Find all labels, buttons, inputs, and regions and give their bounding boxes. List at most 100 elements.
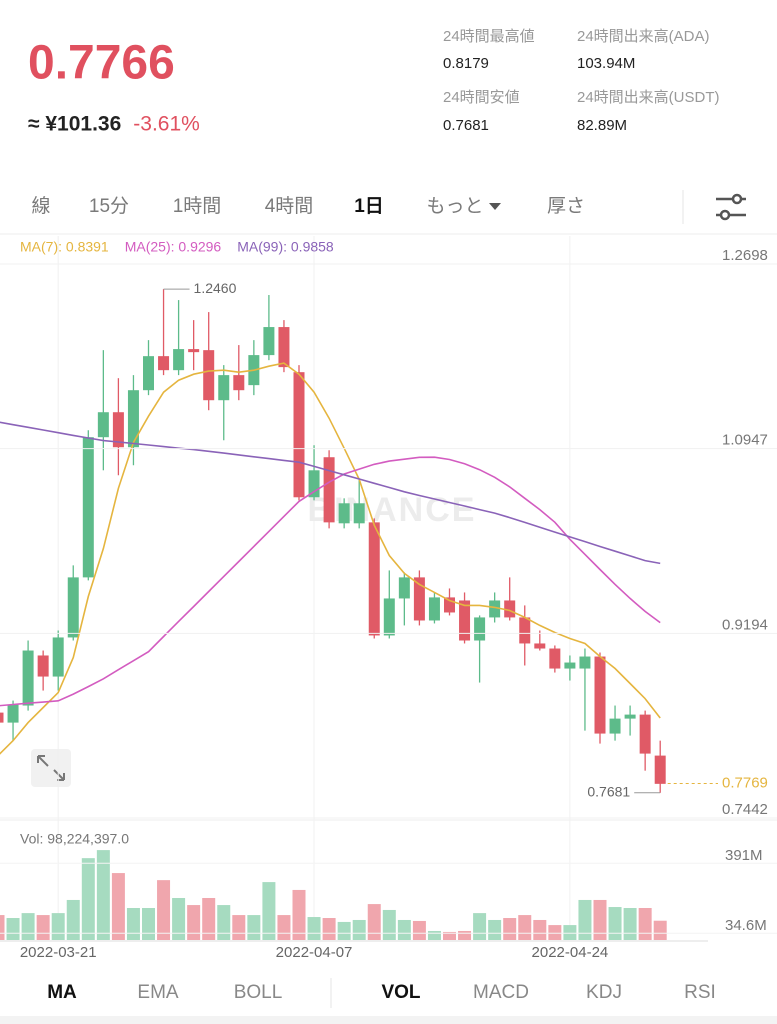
candle-body <box>504 600 516 618</box>
y-tick-label: 1.0947 <box>722 432 768 449</box>
candle-body <box>564 662 576 669</box>
indicator-tab[interactable]: EMA <box>137 982 179 1003</box>
stat-value: 0.8179 <box>443 55 489 72</box>
last-price-label: 0.7769 <box>722 775 768 792</box>
indicator-tab[interactable]: KDJ <box>586 982 622 1003</box>
candle-body <box>0 712 4 723</box>
candle-body <box>338 503 350 524</box>
volume-bar <box>623 908 637 940</box>
y-tick-label: 0.9194 <box>722 616 768 633</box>
candle-body <box>218 375 230 401</box>
candle-body <box>654 755 666 784</box>
candle-body <box>52 637 64 677</box>
y-tick-label: 1.2698 <box>722 247 768 264</box>
volume-bar <box>126 908 140 940</box>
candle-body <box>413 577 425 621</box>
interval-tab[interactable]: 15分 <box>89 195 129 217</box>
stat-label: 24時間出来高(ADA) <box>577 28 710 45</box>
volume-bar <box>488 919 502 940</box>
volume-bar <box>202 897 216 940</box>
candle-body <box>278 327 290 368</box>
stat-label: 24時間最高値 <box>443 28 535 45</box>
candle-body <box>549 648 561 669</box>
volume-bar <box>232 915 246 940</box>
volume-bar <box>578 899 592 940</box>
stat-value: 0.7681 <box>443 117 489 134</box>
interval-tab[interactable]: 4時間 <box>265 195 314 217</box>
volume-bar <box>307 917 321 940</box>
candle-body <box>534 643 546 649</box>
volume-bar <box>172 897 186 940</box>
candle-body <box>353 503 365 524</box>
volume-bar <box>503 918 517 940</box>
volume-bar <box>81 858 95 940</box>
ma-line <box>0 456 661 707</box>
candle-body <box>639 714 651 754</box>
stat-value: 103.94M <box>577 55 635 72</box>
volume-bar <box>638 908 652 940</box>
annotation-label: 0.7681 <box>587 784 630 800</box>
volume-bar <box>518 915 532 940</box>
indicator-tab[interactable]: RSI <box>684 982 716 1003</box>
candle-body <box>7 704 19 723</box>
expand-button[interactable] <box>31 749 71 787</box>
indicator-tab[interactable]: MACD <box>473 982 529 1003</box>
volume-bar <box>217 905 231 940</box>
volume-bar <box>51 913 65 940</box>
candle-body <box>173 349 185 371</box>
candle-body <box>519 617 531 644</box>
candle-body <box>127 390 139 448</box>
candle-body <box>624 714 636 719</box>
candle-body <box>143 356 154 391</box>
legend-entry: MA(99): 0.9858 <box>237 239 334 255</box>
volume-bar <box>262 882 276 940</box>
candle-body <box>293 372 305 498</box>
watermark: BINANCE <box>308 491 477 529</box>
volume-bar <box>157 880 171 940</box>
candle-body <box>37 655 49 677</box>
volume-label: Vol: 98,224,397.0 <box>20 831 129 847</box>
volume-bar <box>458 930 472 940</box>
volume-bar <box>96 850 110 940</box>
ma-line <box>0 421 661 565</box>
interval-tab[interactable]: もっと <box>426 196 483 217</box>
indicator-tab[interactable]: MA <box>47 982 77 1003</box>
volume-bar <box>337 921 351 940</box>
volume-tick-label: 391M <box>725 847 763 864</box>
y-tick-label: 0.7442 <box>722 801 768 818</box>
volume-bar <box>533 919 547 940</box>
stat-label: 24時間出来高(USDT) <box>577 89 720 106</box>
interval-tab[interactable]: 厚さ <box>547 196 585 217</box>
stat-value: 82.89M <box>577 117 627 134</box>
indicator-tab[interactable]: BOLL <box>234 982 283 1003</box>
candle-body <box>233 375 245 391</box>
plot: BINANCE <box>0 236 667 940</box>
candle-body <box>368 522 380 636</box>
candle-body <box>428 597 440 621</box>
interval-tab[interactable]: 1時間 <box>173 195 222 217</box>
price-change: -3.61% <box>133 113 200 136</box>
candle-body <box>474 617 486 641</box>
volume-bar <box>473 913 487 940</box>
volume-bar <box>322 918 336 940</box>
indicator-tab[interactable]: VOL <box>381 982 420 1003</box>
candle-body <box>67 577 79 638</box>
legend-entry: MA(25): 0.9296 <box>125 239 222 255</box>
candle-body <box>22 650 34 706</box>
interval-tab[interactable]: 1日 <box>354 196 384 217</box>
volume-bar <box>427 930 441 940</box>
settings-icon[interactable] <box>716 193 746 221</box>
candle-body <box>323 457 335 523</box>
candle-body <box>97 412 109 438</box>
ma-line <box>0 362 661 755</box>
candle-body <box>459 600 471 641</box>
price: 0.7766 <box>28 37 175 90</box>
candle-body <box>489 600 501 618</box>
interval-tab[interactable]: 線 <box>31 195 50 217</box>
volume-bar <box>593 899 607 940</box>
volume-bar <box>292 889 306 940</box>
x-tick-label: 2022-04-07 <box>276 944 353 961</box>
volume-bar <box>397 919 411 940</box>
